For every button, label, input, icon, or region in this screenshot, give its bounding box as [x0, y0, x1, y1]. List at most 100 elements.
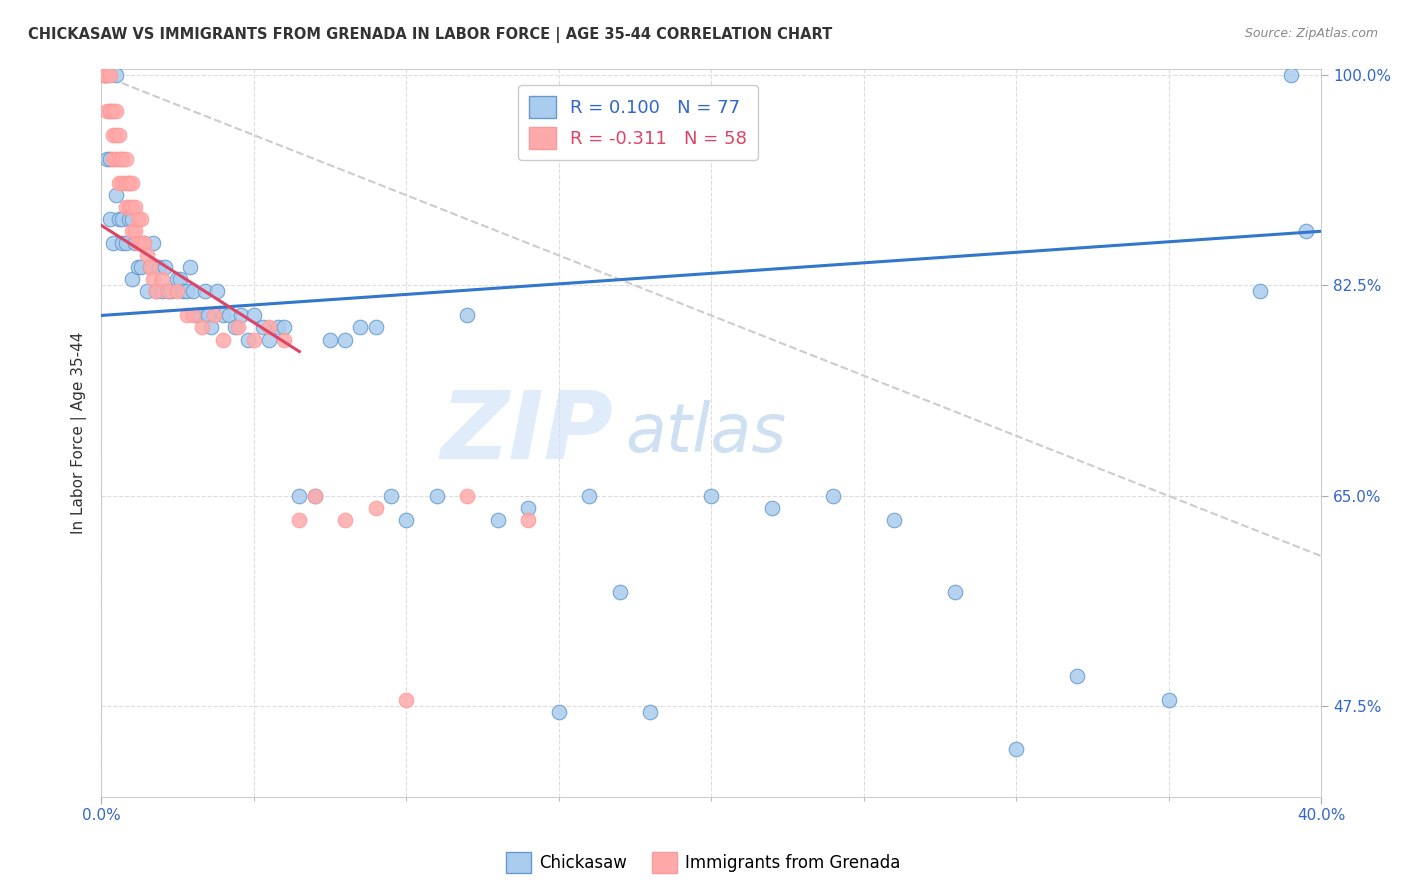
Point [111, 236, 134, 251]
Point [135, 285, 157, 299]
Point [127, 212, 149, 227]
Point [179, 260, 201, 275]
Point [288, 489, 311, 503]
Point [98, 103, 121, 118]
Point [197, 309, 219, 323]
Point [139, 260, 162, 275]
Point [108, 212, 131, 227]
Point [1249, 285, 1271, 299]
Point [108, 176, 131, 190]
Point [160, 285, 183, 299]
Point [150, 272, 173, 286]
Legend: R = 0.100   N = 77, R = -0.311   N = 58: R = 0.100 N = 77, R = -0.311 N = 58 [517, 85, 758, 160]
Point [105, 152, 128, 166]
Point [228, 320, 250, 334]
Point [117, 200, 139, 214]
Point [578, 489, 600, 503]
Point [114, 152, 136, 166]
Point [176, 309, 198, 323]
Point [148, 260, 170, 275]
Point [242, 333, 264, 347]
Point [395, 513, 418, 527]
Point [181, 285, 204, 299]
Point [426, 489, 449, 503]
Point [288, 513, 311, 527]
Point [456, 489, 478, 503]
Point [111, 176, 134, 190]
Point [547, 706, 569, 720]
Point [236, 333, 259, 347]
Point [93, 68, 115, 82]
Point [103, 152, 125, 166]
Point [93, 68, 115, 82]
Point [486, 513, 509, 527]
Point [943, 585, 966, 599]
Point [761, 500, 783, 515]
Point [823, 489, 845, 503]
Point [98, 103, 121, 118]
Point [1279, 68, 1302, 82]
Point [380, 489, 402, 503]
Point [191, 320, 214, 334]
Point [142, 236, 165, 251]
Point [157, 285, 180, 299]
Point [267, 320, 290, 334]
Point [194, 285, 217, 299]
Point [364, 320, 387, 334]
Point [231, 309, 253, 323]
Point [176, 285, 198, 299]
Point [129, 212, 152, 227]
Point [135, 248, 157, 262]
Point [127, 260, 149, 275]
Point [242, 309, 264, 323]
Point [96, 152, 118, 166]
Point [111, 152, 134, 166]
Point [257, 320, 280, 334]
Point [108, 152, 131, 166]
Point [105, 103, 128, 118]
Point [150, 285, 173, 299]
Point [200, 320, 222, 334]
Point [108, 128, 131, 142]
Point [139, 260, 162, 275]
Point [273, 320, 295, 334]
Point [224, 320, 246, 334]
Point [184, 309, 207, 323]
Point [124, 224, 146, 238]
Point [132, 236, 155, 251]
Point [364, 500, 387, 515]
Point [129, 236, 152, 251]
Point [166, 285, 188, 299]
Point [142, 272, 165, 286]
Point [333, 513, 356, 527]
Point [103, 128, 125, 142]
Point [333, 333, 356, 347]
Point [121, 272, 143, 286]
Point [96, 68, 118, 82]
Point [304, 489, 326, 503]
Point [395, 693, 418, 707]
Point [121, 176, 143, 190]
Point [252, 320, 274, 334]
Point [121, 224, 143, 238]
Point [105, 188, 128, 202]
Point [103, 103, 125, 118]
Point [1157, 693, 1180, 707]
Point [105, 128, 128, 142]
Point [111, 152, 134, 166]
Point [166, 272, 188, 286]
Point [114, 236, 136, 251]
Point [883, 513, 905, 527]
Point [157, 285, 180, 299]
Legend: Chickasaw, Immigrants from Grenada: Chickasaw, Immigrants from Grenada [499, 846, 907, 880]
Point [114, 200, 136, 214]
Point [117, 176, 139, 190]
Text: CHICKASAW VS IMMIGRANTS FROM GRENADA IN LABOR FORCE | AGE 35-44 CORRELATION CHAR: CHICKASAW VS IMMIGRANTS FROM GRENADA IN … [28, 27, 832, 43]
Point [1295, 224, 1317, 238]
Point [145, 285, 167, 299]
Point [173, 285, 195, 299]
Point [169, 272, 191, 286]
Point [517, 513, 540, 527]
Point [98, 152, 121, 166]
Point [257, 333, 280, 347]
